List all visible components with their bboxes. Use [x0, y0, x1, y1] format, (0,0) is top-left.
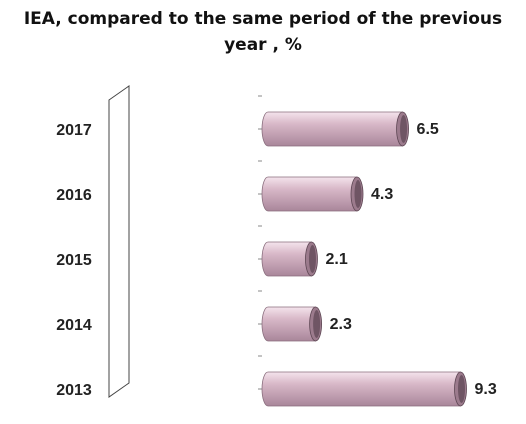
chart-title-line-1: IEA, compared to the same period of the …	[23, 9, 503, 29]
category-label: 2013	[56, 382, 92, 399]
data-label: 6.5	[417, 121, 439, 138]
bar	[261, 176, 364, 212]
chart-title: IEA, compared to the same period of the …	[0, 6, 526, 58]
data-label: 2.1	[325, 251, 347, 268]
bar	[261, 241, 318, 277]
data-label: 2.3	[330, 316, 352, 333]
category-label: 2015	[56, 252, 92, 269]
bar	[261, 306, 323, 342]
data-labels: 6.5 4.3 2.1 2.3 9.3	[325, 121, 496, 398]
category-labels: 2017 2016 2015 2014 2013	[56, 122, 92, 399]
chart-title-line-2: year , %	[224, 35, 302, 55]
bars	[261, 111, 467, 407]
value-axis-ticks	[258, 95, 262, 390]
category-label: 2017	[56, 122, 92, 139]
bar	[261, 371, 467, 407]
bar	[261, 111, 409, 147]
category-label: 2016	[56, 187, 92, 204]
category-axis-panel	[108, 85, 130, 398]
category-label: 2014	[56, 317, 92, 334]
data-label: 9.3	[475, 381, 497, 398]
data-label: 4.3	[371, 186, 393, 203]
